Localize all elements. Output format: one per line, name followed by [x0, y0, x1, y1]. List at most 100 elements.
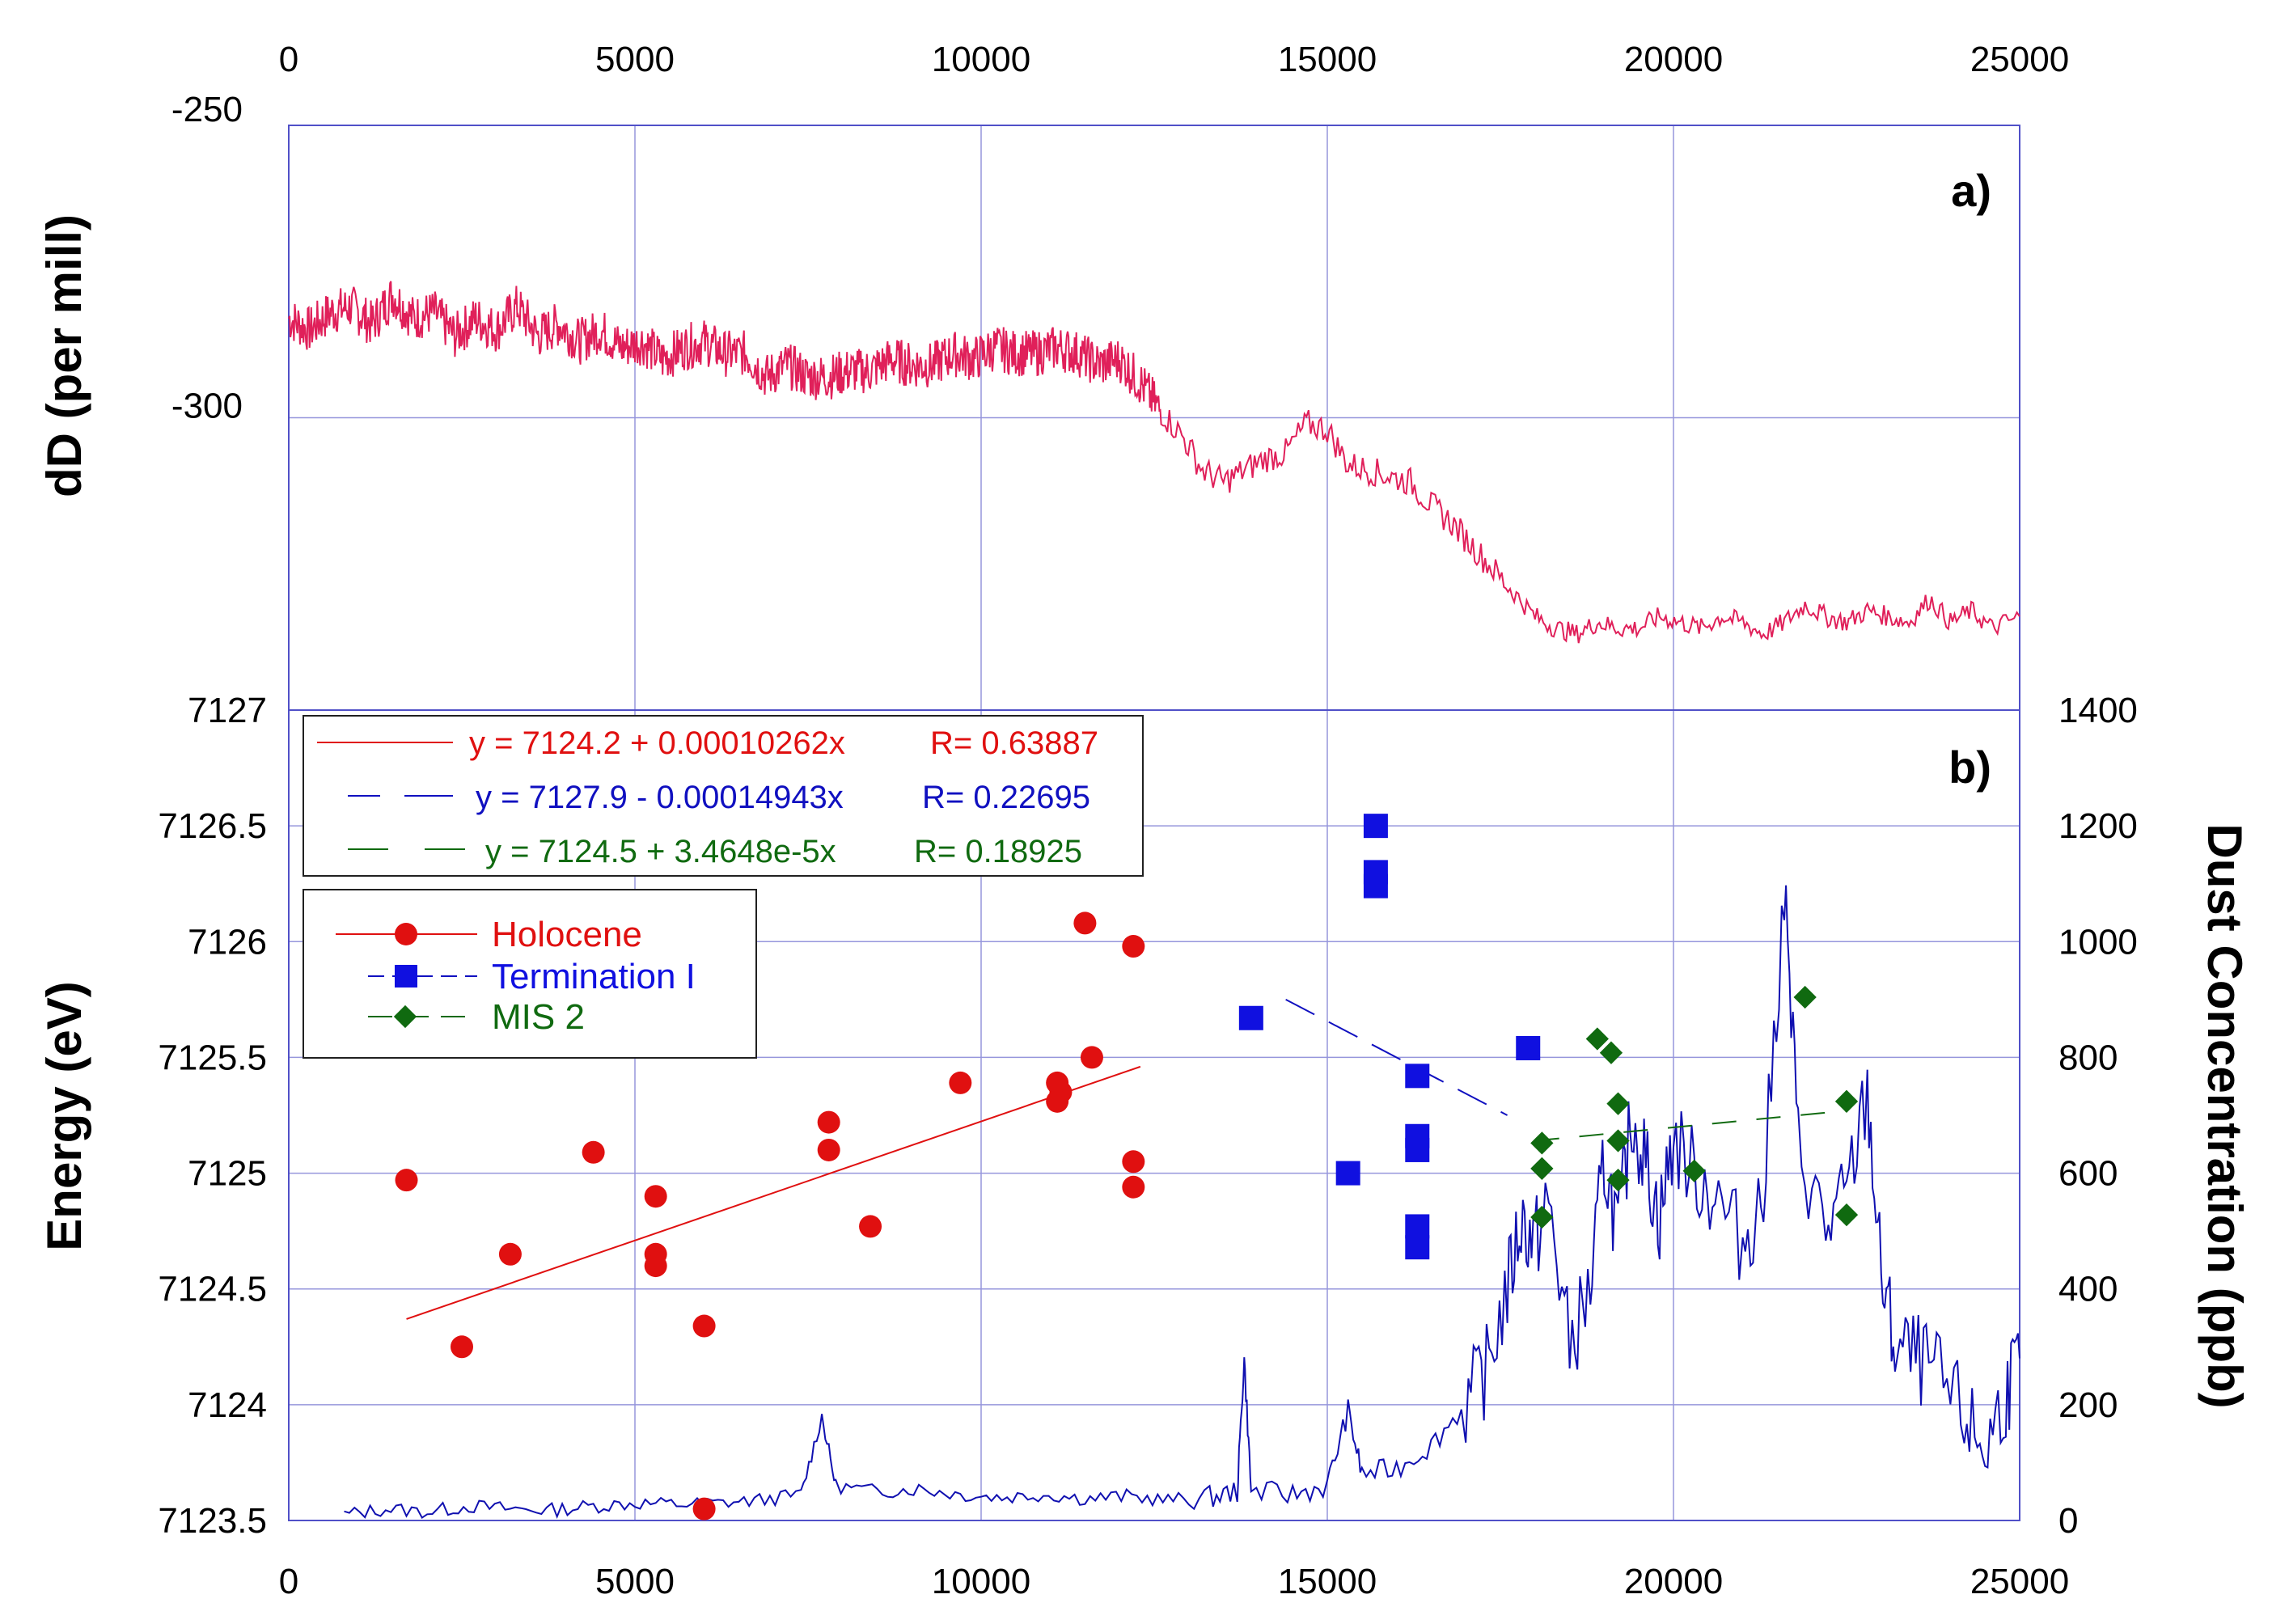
termination-point	[1516, 1035, 1541, 1060]
holocene-point	[498, 1242, 522, 1266]
legend-mis2-marker	[393, 1004, 417, 1029]
holocene-point	[395, 1169, 418, 1192]
panel-b-label: b)	[1948, 742, 1991, 793]
x-tick-label-bottom: 20000	[1624, 1562, 1723, 1601]
mis2-point	[1834, 1203, 1859, 1227]
holocene-point	[1122, 935, 1145, 958]
mis2-point	[1834, 1089, 1859, 1113]
x-tick-label-top: 5000	[595, 40, 675, 79]
panel-b-y-tick-label: 7126	[188, 922, 267, 962]
termination-point	[1405, 1064, 1430, 1089]
holocene-point	[1122, 1175, 1145, 1199]
legend-termination-label: Termination I	[492, 957, 696, 996]
fit-lines	[406, 998, 1847, 1320]
fit-r-termination: R= 0.22695	[922, 780, 1090, 815]
mis2-point	[1682, 1159, 1706, 1182]
holocene-point	[817, 1110, 840, 1134]
panel-b-y-tick-label: 7126.5	[158, 806, 267, 846]
mis2-point	[1585, 1027, 1609, 1051]
panel-a-y-tick-label: -250	[171, 90, 243, 129]
mis2-point	[1530, 1205, 1554, 1229]
panel-b: 0 5000 10000 15000 20000 25000 7123.571247124…	[37, 691, 2252, 1601]
panel-a-x-tick-labels: 0 5000 10000 15000 20000 25000	[279, 40, 2069, 79]
x-tick-label-bottom: 0	[279, 1562, 298, 1601]
mis2-point	[1793, 985, 1817, 1009]
holocene-point	[692, 1497, 716, 1520]
termination-point	[1405, 1235, 1430, 1260]
panel-b-y-tick-label: 7124.5	[158, 1270, 267, 1309]
holocene-point	[1073, 911, 1097, 935]
termination-point	[1335, 1161, 1360, 1186]
termination-point	[1238, 1005, 1263, 1030]
legend-holocene-label: Holocene	[492, 915, 642, 954]
panel-b-x-tick-labels: 0 5000 10000 15000 20000 25000	[279, 1562, 2069, 1601]
fit-r-holocene: R= 0.63887	[930, 725, 1098, 761]
holocene-point	[1122, 1150, 1145, 1174]
panel-b-y2-tick-label: 0	[2058, 1501, 2078, 1541]
mis2-point	[1530, 1131, 1554, 1155]
panel-a-grid	[288, 125, 2020, 710]
mis2-point	[1599, 1041, 1623, 1064]
termination-point	[1363, 814, 1388, 839]
mis2-point	[1530, 1157, 1554, 1180]
fit-equation-termination: y = 7127.9 - 0.00014943x	[476, 780, 844, 815]
panel-b-y2-tick-labels: 0 200 400 600 800 1000 1200 1400	[2058, 691, 2138, 1541]
panel-b-y2-tick-label: 1200	[2058, 806, 2138, 846]
termination-point	[1363, 873, 1388, 899]
panel-a: 0 5000 10000 15000 20000 25000 -250 -300 a) dD…	[37, 40, 2069, 711]
dust-concentration-series	[344, 885, 2020, 1520]
panel-b-y2-tick-label: 1000	[2058, 922, 2138, 962]
panel-a-y-tick-labels: -250 -300	[171, 90, 243, 426]
legend-mis2-label: MIS 2	[492, 997, 585, 1037]
panel-b-y-tick-labels: 7123.5 7124 7124.5 7125 7125.5 7126 7126.5 7127	[158, 691, 267, 1541]
legend-termination-marker	[395, 965, 417, 988]
fit-r-mis2: R= 0.18925	[914, 834, 1082, 869]
panel-b-y2-tick-label: 800	[2058, 1038, 2118, 1077]
panel-b-y-tick-label: 7124	[188, 1385, 267, 1425]
holocene-point	[692, 1314, 716, 1338]
x-tick-label-top: 20000	[1624, 40, 1723, 79]
mis2-point	[1606, 1092, 1630, 1115]
panel-a-y-tick-label: -300	[171, 387, 243, 426]
holocene-point	[451, 1335, 473, 1359]
panel-b-y-tick-label: 7123.5	[158, 1501, 267, 1541]
x-tick-label-top: 25000	[1970, 40, 2069, 79]
termination-point	[1405, 1214, 1430, 1239]
panel-b-y2-tick-label: 400	[2058, 1270, 2118, 1309]
fit-line	[1534, 1110, 1847, 1142]
legend-holocene-marker	[395, 923, 417, 945]
energy-points	[395, 814, 1859, 1520]
holocene-point	[644, 1254, 667, 1278]
x-tick-label-bottom: 15000	[1278, 1562, 1377, 1601]
panel-b-y-tick-label: 7127	[188, 691, 267, 730]
panel-a-y-axis-label: dD (per mill)	[37, 214, 91, 497]
holocene-point	[1080, 1046, 1103, 1069]
panel-b-y-axis-label: Energy (eV)	[37, 981, 91, 1250]
fit-line	[1285, 998, 1508, 1116]
mis2-point	[1606, 1129, 1630, 1152]
x-tick-label-bottom: 5000	[595, 1562, 675, 1601]
holocene-point	[644, 1185, 667, 1208]
panel-b-y-tick-label: 7125	[188, 1154, 267, 1194]
dd-series-line	[288, 281, 2020, 644]
holocene-point	[817, 1138, 840, 1161]
mis2-point	[1606, 1169, 1630, 1192]
panel-b-y-tick-label: 7125.5	[158, 1038, 267, 1077]
panel-b-frame	[288, 709, 2020, 1521]
holocene-point	[1046, 1089, 1069, 1113]
dust-concentration-line	[344, 885, 2020, 1520]
x-tick-label-bottom: 10000	[932, 1562, 1030, 1601]
x-tick-label-top: 10000	[932, 40, 1030, 79]
fit-equations-box: y = 7124.2 + 0.00010262x R= 0.63887 y = …	[303, 715, 1144, 877]
holocene-point	[582, 1140, 605, 1164]
fit-equation-mis2: y = 7124.5 + 3.4648e-5x	[485, 834, 836, 869]
x-tick-label-top: 0	[279, 40, 298, 79]
fit-line	[406, 1065, 1141, 1320]
holocene-point	[949, 1071, 972, 1094]
panel-b-y2-axis-label: Dust Concentration (ppb)	[2198, 823, 2252, 1408]
legend: Holocene Termination I MIS 2	[303, 889, 757, 1059]
panel-b-y2-tick-label: 200	[2058, 1385, 2118, 1425]
panel-a-label: a)	[1951, 165, 1991, 216]
fit-equation-holocene: y = 7124.2 + 0.00010262x	[469, 725, 845, 761]
